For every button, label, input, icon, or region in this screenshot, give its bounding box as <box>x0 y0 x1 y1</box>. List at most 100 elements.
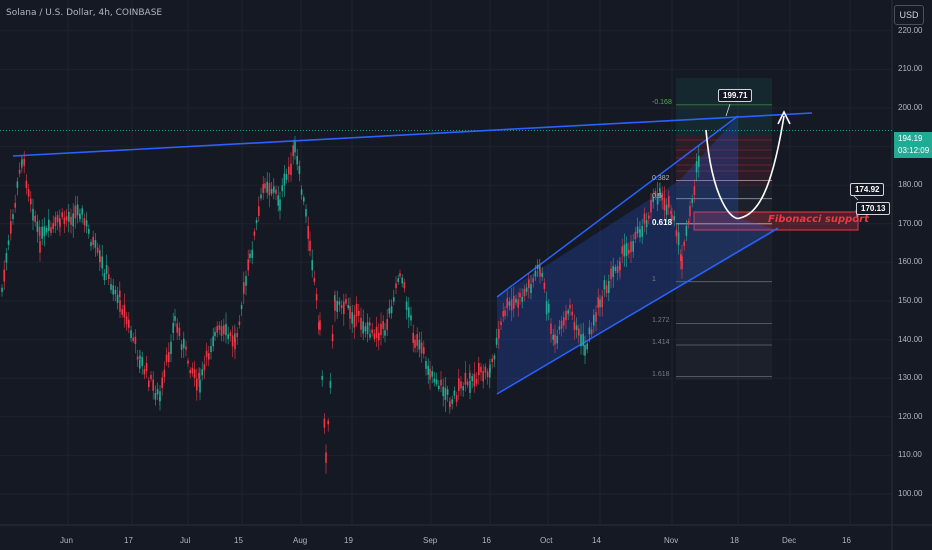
candle-body <box>136 356 139 360</box>
candle-body <box>214 331 216 337</box>
candle-body <box>225 323 227 336</box>
candle-body <box>183 338 185 349</box>
candle-body <box>569 304 571 309</box>
candle-body <box>163 369 166 378</box>
candle-body <box>486 371 489 377</box>
candle-body <box>691 198 693 204</box>
candle-body <box>525 287 528 292</box>
candle-body <box>294 141 296 153</box>
candle-body <box>285 174 288 180</box>
candle-body <box>565 310 567 321</box>
candle-body <box>180 344 183 350</box>
candle-body <box>495 337 498 345</box>
candle-body <box>500 321 502 326</box>
candle-body <box>665 204 668 215</box>
candle-body <box>63 217 66 225</box>
candle-body <box>429 368 431 380</box>
candle-body <box>123 304 126 318</box>
symbol-title: Solana / U.S. Dollar, 4h, COINBASE <box>6 8 163 18</box>
x-tick-label: 17 <box>124 536 133 545</box>
candle-body <box>433 378 436 383</box>
candle-body <box>130 330 132 339</box>
candle-body <box>695 161 698 173</box>
candle-body <box>471 376 473 382</box>
candle-body <box>623 244 626 257</box>
candle-body <box>378 332 380 341</box>
candle-body <box>165 354 168 362</box>
candle-body <box>288 166 290 175</box>
candle-body <box>275 189 277 194</box>
candle-body <box>687 220 690 225</box>
candle-body <box>32 208 34 221</box>
candle-body <box>270 188 273 194</box>
candle-body <box>382 320 384 330</box>
candle-body <box>458 378 460 392</box>
candle-body <box>148 380 150 388</box>
x-tick-label: Oct <box>540 536 553 545</box>
candle-body <box>515 298 517 303</box>
candle-body <box>249 253 251 258</box>
candle-body <box>643 213 646 224</box>
candle-body <box>313 277 316 282</box>
zone-bottom-callout[interactable]: 170.13 <box>856 202 891 215</box>
candle-body <box>612 266 614 278</box>
candle-body <box>380 323 382 336</box>
candle-body <box>473 373 476 387</box>
candle-body <box>325 452 327 463</box>
candle-body <box>229 332 232 337</box>
candle-body <box>384 330 386 336</box>
candle-body <box>334 299 336 311</box>
ascending-channel-fill <box>497 116 778 394</box>
candle-body <box>397 278 399 282</box>
candle-body <box>88 229 90 234</box>
candle-body <box>260 194 262 199</box>
candle-body <box>528 279 530 289</box>
candle-body <box>648 215 650 219</box>
y-tick-label: 160.00 <box>898 257 923 267</box>
candle-body <box>187 360 189 364</box>
currency-button[interactable]: USD <box>894 5 924 25</box>
candle-body <box>603 280 606 290</box>
candle-body <box>358 310 360 316</box>
candle-body <box>30 198 32 205</box>
candle-body <box>132 337 134 341</box>
candle-body <box>608 280 610 294</box>
zone-top-callout[interactable]: 174.92 <box>850 183 885 196</box>
candle-body <box>290 163 292 176</box>
candle-body <box>573 321 576 330</box>
last-price-value: 194.19 <box>898 134 923 143</box>
target-price-callout[interactable]: 199.71 <box>718 89 753 102</box>
candle-body <box>453 390 456 396</box>
candle-body <box>258 206 260 216</box>
candle-body <box>668 196 670 208</box>
candle-body <box>578 328 580 336</box>
candle-body <box>255 220 258 224</box>
candle-body <box>405 301 408 310</box>
candle-body <box>210 346 212 353</box>
candle-body <box>231 335 234 347</box>
candle-body <box>552 334 554 340</box>
candle-body <box>403 282 406 289</box>
fib-level-label: -0.168 <box>652 98 672 106</box>
candle-body <box>412 332 414 343</box>
candle-body <box>154 392 157 400</box>
candle-body <box>43 226 46 237</box>
candle-body <box>517 299 519 308</box>
candle-body <box>673 216 675 221</box>
candle-body <box>101 256 103 269</box>
candle-body <box>469 380 471 393</box>
fibonacci-support-label[interactable]: Fibonacci support <box>768 214 869 225</box>
candle-body <box>105 264 108 274</box>
y-tick-label: 180.00 <box>898 180 923 190</box>
candle-body <box>279 199 281 211</box>
candle-body <box>460 381 462 389</box>
candle-body <box>152 379 154 391</box>
candle-body <box>636 226 639 234</box>
candle-body <box>156 388 159 395</box>
candle-body <box>548 303 550 313</box>
candle-body <box>251 249 253 258</box>
candle-body <box>519 292 521 298</box>
candle-body <box>619 263 621 271</box>
